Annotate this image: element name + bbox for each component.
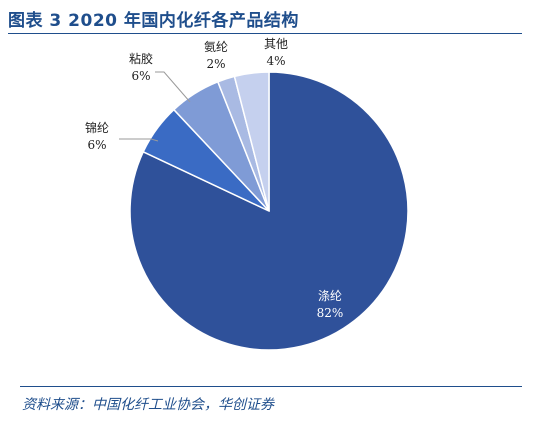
source-divider	[20, 386, 522, 387]
source-note: 资料来源：中国化纤工业协会，华创证券	[22, 397, 274, 413]
slice-value-label: 6%	[131, 69, 150, 83]
title-divider	[8, 33, 522, 34]
leader-line	[119, 138, 159, 142]
leader-lines	[119, 71, 191, 142]
pie-slice	[233, 71, 270, 212]
slice-value-label: 6%	[87, 138, 106, 152]
slice-label: 粘胶	[129, 51, 153, 66]
slice-label: 氨纶	[204, 40, 228, 54]
slice-labels: 涤纶 82% 锦纶 6% 粘胶 6% 氨纶 2% 其他 4%	[85, 37, 343, 320]
slice-label: 涤纶	[318, 289, 342, 303]
figure-title: 图表 3 2020 年国内化纤各产品结构	[8, 11, 299, 31]
slice-label: 锦纶	[85, 121, 109, 135]
pie-slices	[129, 71, 409, 351]
slice-label: 其他	[264, 37, 288, 51]
slice-value-label: 4%	[266, 54, 285, 68]
leader-line	[155, 71, 191, 103]
slice-value-label: 2%	[206, 57, 225, 71]
slice-value-label: 82%	[317, 306, 344, 320]
